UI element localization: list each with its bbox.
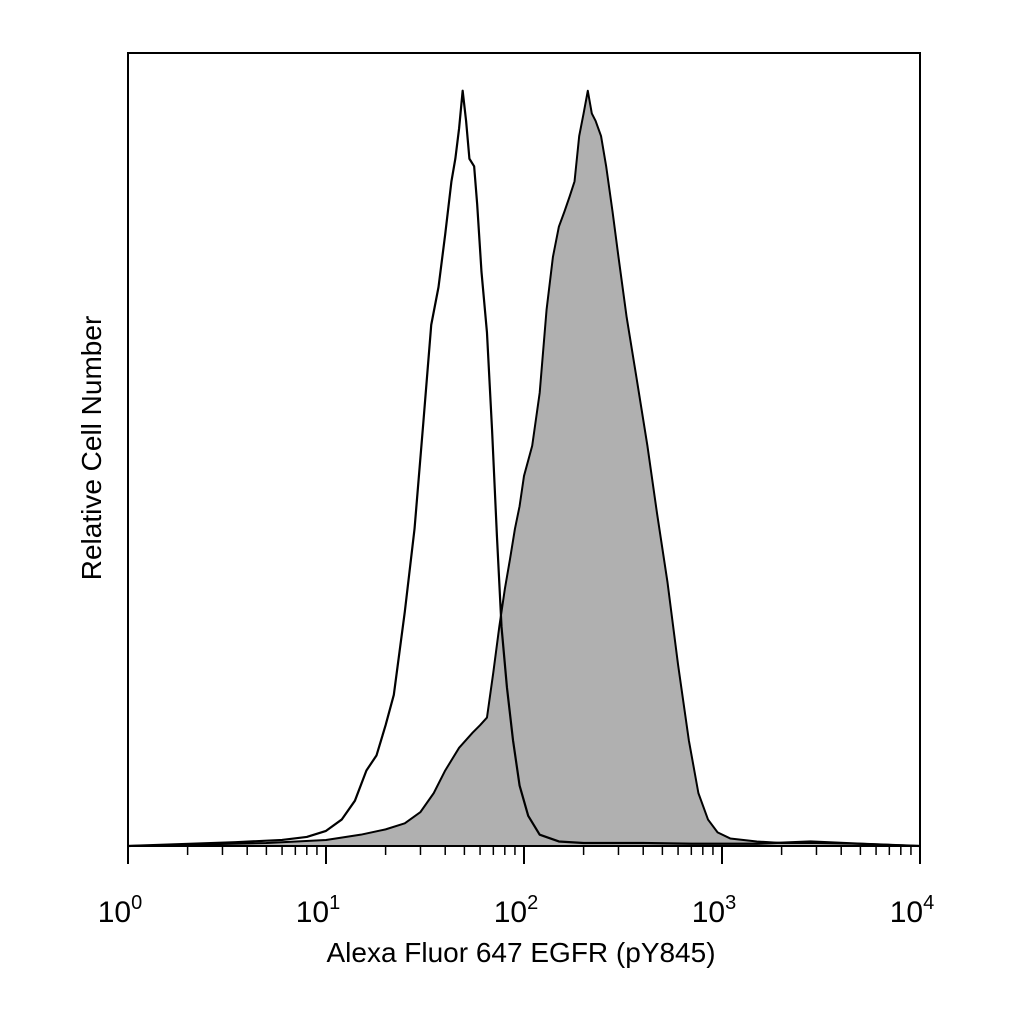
x-tick-label: 101	[296, 892, 341, 929]
x-tick-label-exponent: 1	[329, 892, 340, 914]
x-tick-label-exponent: 3	[725, 892, 736, 914]
x-tick-label-exponent: 4	[923, 892, 934, 914]
series-filled-histogram	[127, 89, 921, 847]
y-axis-title: Relative Cell Number	[76, 316, 107, 581]
x-tick-label-base: 10	[692, 896, 725, 929]
x-tick-label-base: 10	[494, 896, 527, 929]
plot-area	[127, 89, 921, 848]
x-tick-label: 102	[494, 892, 539, 929]
x-axis-title: Alexa Fluor 647 EGFR (pY845)	[326, 937, 715, 968]
x-tick-label: 103	[692, 892, 737, 929]
x-tick-label-exponent: 0	[131, 892, 142, 914]
x-tick-label: 100	[98, 892, 143, 929]
x-tick-label-base: 10	[296, 896, 329, 929]
x-tick-label-base: 10	[890, 896, 923, 929]
x-tick-label-exponent: 2	[527, 892, 538, 914]
x-axis-ticks	[127, 846, 921, 864]
x-tick-label: 104	[890, 892, 935, 929]
series-outline-histogram	[127, 89, 921, 848]
x-tick-label-base: 10	[98, 896, 131, 929]
x-axis-tick-labels: 100 101 102 103 104	[98, 892, 935, 929]
